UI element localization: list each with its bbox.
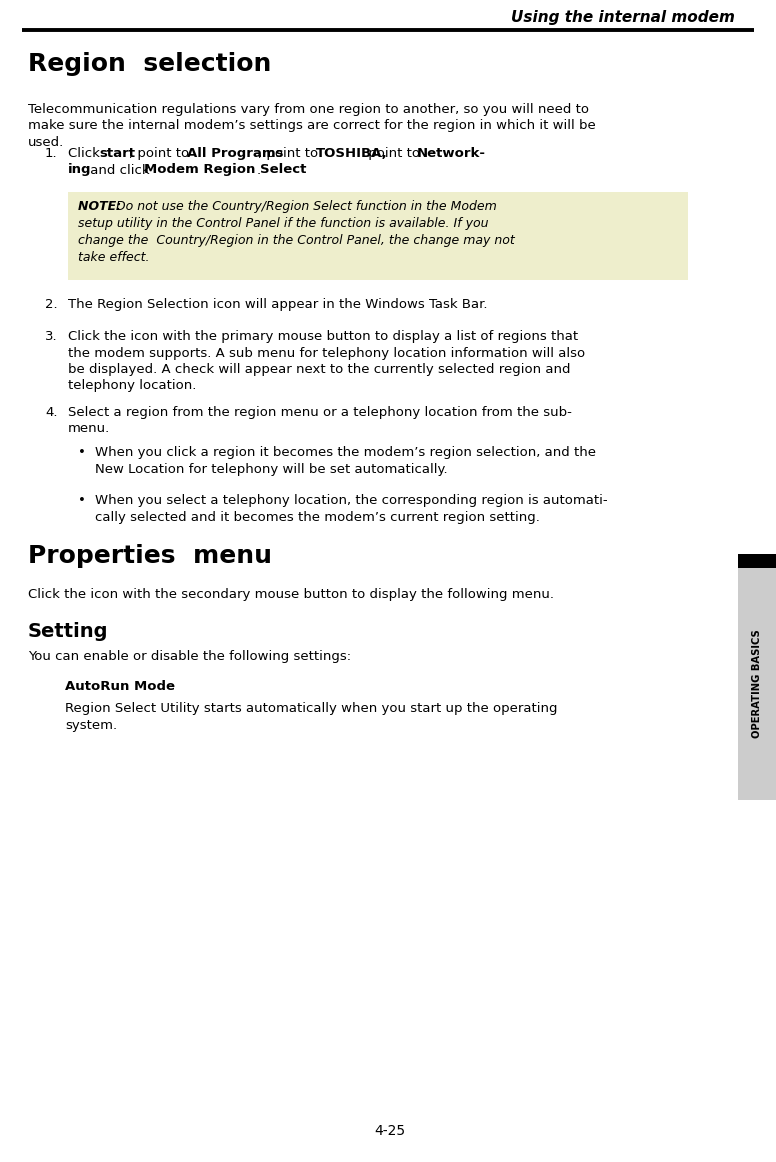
Text: 3.: 3.	[45, 330, 57, 343]
Text: Region  selection: Region selection	[28, 52, 272, 76]
Text: •: •	[78, 446, 86, 459]
Text: Properties  menu: Properties menu	[28, 544, 272, 568]
Text: ing: ing	[68, 164, 92, 177]
Text: Network-: Network-	[416, 148, 485, 160]
Text: The Region Selection icon will appear in the Windows Task Bar.: The Region Selection icon will appear in…	[68, 297, 487, 311]
Text: Select a region from the region menu or a telephony location from the sub-: Select a region from the region menu or …	[68, 406, 572, 419]
Text: Click the icon with the secondary mouse button to display the following menu.: Click the icon with the secondary mouse …	[28, 588, 554, 601]
Bar	[738, 568, 776, 799]
Text: You can enable or disable the following settings:: You can enable or disable the following …	[28, 650, 351, 664]
Text: 2.: 2.	[45, 297, 57, 311]
Text: All Programs: All Programs	[187, 148, 283, 160]
Text: TOSHIBA,: TOSHIBA,	[316, 148, 388, 160]
Text: NOTE:: NOTE:	[78, 200, 126, 213]
Text: .: .	[257, 164, 261, 177]
Text: used.: used.	[28, 136, 64, 149]
Text: Click: Click	[68, 148, 104, 160]
Text: menu.: menu.	[68, 423, 110, 436]
Text: cally selected and it becomes the modem’s current region setting.: cally selected and it becomes the modem’…	[95, 510, 540, 524]
Text: make sure the internal modem’s settings are correct for the region in which it w: make sure the internal modem’s settings …	[28, 120, 596, 132]
Text: point to: point to	[364, 148, 424, 160]
Text: New Location for telephony will be set automatically.: New Location for telephony will be set a…	[95, 462, 448, 475]
Text: 1.: 1.	[45, 148, 57, 160]
Text: Telecommunication regulations vary from one region to another, so you will need : Telecommunication regulations vary from …	[28, 103, 589, 116]
Text: When you select a telephony location, the corresponding region is automati-: When you select a telephony location, th…	[95, 494, 608, 507]
Text: Setting: Setting	[28, 622, 109, 641]
Text: OPERATING BASICS: OPERATING BASICS	[752, 630, 762, 738]
Text: AutoRun Mode: AutoRun Mode	[65, 680, 175, 693]
Text: Click the icon with the primary mouse button to display a list of regions that: Click the icon with the primary mouse bu…	[68, 330, 578, 343]
Text: start: start	[99, 148, 136, 160]
Text: Region Select Utility starts automatically when you start up the operating: Region Select Utility starts automatical…	[65, 702, 557, 715]
Text: Using the internal modem: Using the internal modem	[511, 10, 735, 26]
Text: and click: and click	[86, 164, 154, 177]
Text: •: •	[78, 494, 86, 507]
Text: Modem Region Select: Modem Region Select	[144, 164, 306, 177]
Text: take effect.: take effect.	[78, 251, 150, 264]
Text: telephony location.: telephony location.	[68, 380, 196, 393]
Text: , point to: , point to	[130, 148, 194, 160]
Text: 4.: 4.	[45, 406, 57, 419]
Text: 4-25: 4-25	[375, 1124, 406, 1138]
Text: the modem supports. A sub menu for telephony location information will also: the modem supports. A sub menu for telep…	[68, 346, 585, 359]
Text: setup utility in the Control Panel if the function is available. If you: setup utility in the Control Panel if th…	[78, 217, 489, 230]
Text: Do not use the Country/Region Select function in the Modem: Do not use the Country/Region Select fun…	[116, 200, 497, 213]
Bar	[738, 554, 776, 568]
Text: change the  Country/Region in the Control Panel, the change may not: change the Country/Region in the Control…	[78, 234, 514, 248]
Text: be displayed. A check will appear next to the currently selected region and: be displayed. A check will appear next t…	[68, 363, 570, 376]
Text: , point to: , point to	[258, 148, 323, 160]
Bar	[68, 192, 688, 280]
Text: When you click a region it becomes the modem’s region selection, and the: When you click a region it becomes the m…	[95, 446, 596, 459]
Text: system.: system.	[65, 718, 117, 732]
